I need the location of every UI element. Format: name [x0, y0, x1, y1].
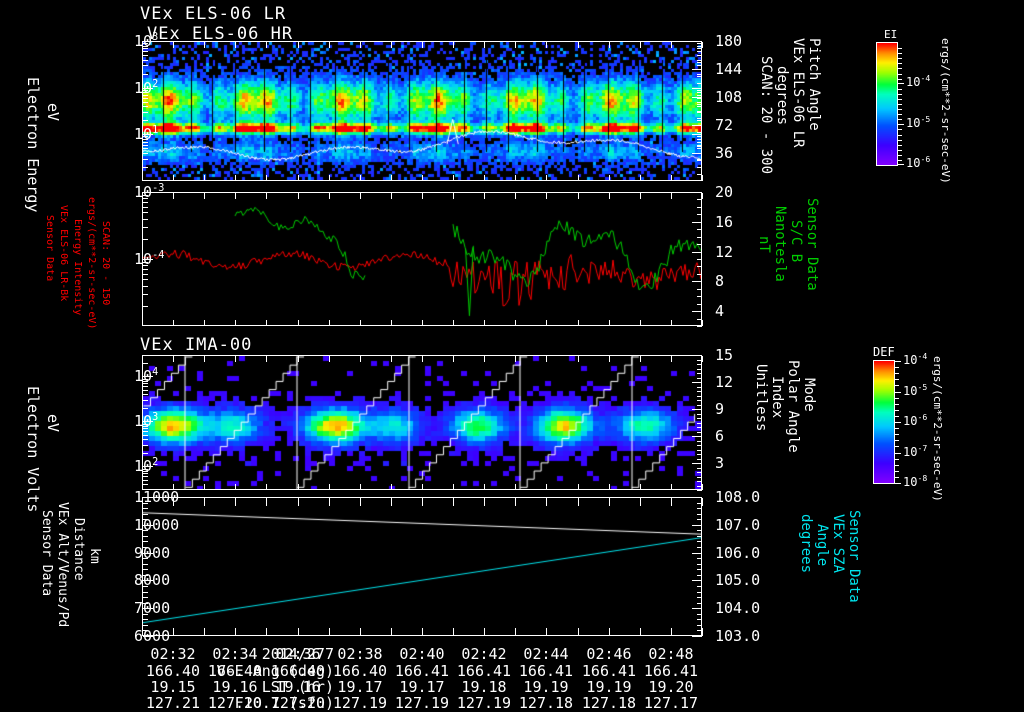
table-cell: 166.41 — [518, 662, 574, 680]
table-cell: 19.18 — [461, 678, 507, 696]
table-cell: 127.18 — [518, 694, 574, 712]
table-cell: 19.19 — [586, 678, 632, 696]
panel3-colorbar — [874, 361, 894, 483]
table-cell: 166.41 — [643, 662, 699, 680]
panel3-title: VEx IMA-00 — [140, 335, 253, 355]
table-cell: 19.16 — [275, 678, 321, 696]
table-cell: 127.17 — [643, 694, 699, 712]
table-cell: 166.40 — [207, 662, 263, 680]
table-cell: 19.15 — [150, 678, 196, 696]
table-row-label: V-E Ang (deg) — [216, 662, 334, 680]
panel3-spectrogram — [143, 356, 701, 489]
table-time-cell: 02:46 — [586, 645, 632, 663]
table-cell: 19.16 — [212, 678, 258, 696]
table-cell: 127.18 — [581, 694, 637, 712]
table-time-cell: 02:44 — [523, 645, 569, 663]
table-cell: 127.21 — [145, 694, 201, 712]
panel1-title-lr: VEx ELS-06 LR — [140, 4, 287, 24]
table-cell: 19.17 — [337, 678, 383, 696]
table-cell: 127.19 — [332, 694, 388, 712]
panel1-colorbar — [877, 43, 897, 165]
panel4-traces — [143, 498, 701, 635]
table-cell: 127.20 — [270, 694, 326, 712]
table-cell: 127.19 — [394, 694, 450, 712]
panel1-spectrogram — [143, 42, 701, 180]
table-time-cell: 02:40 — [399, 645, 445, 663]
table-cell: 127.19 — [456, 694, 512, 712]
table-cell: 19.20 — [648, 678, 694, 696]
table-time-cell: 02:36 — [275, 645, 321, 663]
panel3-colorbar-name: DEF — [873, 345, 895, 359]
table-cell: 166.40 — [270, 662, 326, 680]
table-time-cell: 02:38 — [337, 645, 383, 663]
table-row-label: LST (hr) — [261, 678, 334, 696]
table-cell: 19.19 — [523, 678, 569, 696]
table-cell: 166.40 — [145, 662, 201, 680]
table-cell: 19.17 — [399, 678, 445, 696]
table-cell: 166.41 — [394, 662, 450, 680]
panel2-traces — [143, 193, 701, 325]
panel1-title-hr: VEx ELS-06 HR — [147, 24, 294, 44]
table-time-cell: 02:32 — [150, 645, 196, 663]
panel1-colorbar-frame — [876, 42, 898, 166]
table-cell: 166.40 — [332, 662, 388, 680]
table-cell: 166.41 — [456, 662, 512, 680]
table-cell: 127.20 — [207, 694, 263, 712]
table-row-label: 2014/277 — [261, 645, 334, 663]
table-cell: 166.41 — [581, 662, 637, 680]
table-time-cell: 02:34 — [212, 645, 258, 663]
table-time-cell: 02:42 — [461, 645, 507, 663]
panel3-colorbar-frame — [873, 360, 895, 484]
table-time-cell: 02:48 — [648, 645, 694, 663]
panel1-colorbar-name: EI — [884, 28, 898, 41]
